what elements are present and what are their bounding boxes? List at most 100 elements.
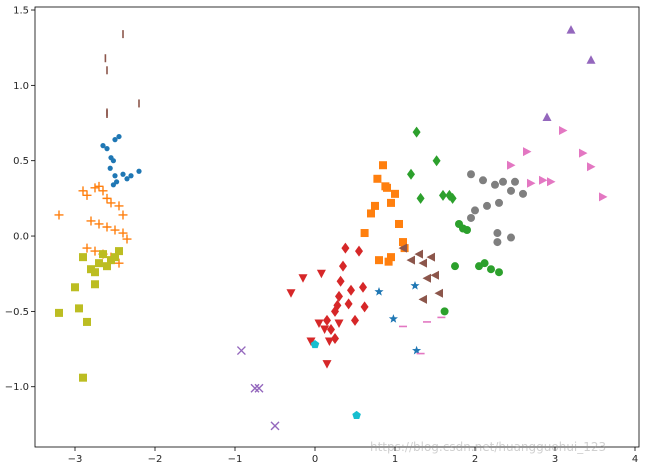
data-point: [384, 257, 393, 266]
data-point: [270, 421, 280, 431]
data-point: [527, 178, 536, 188]
data-point: [83, 317, 91, 326]
data-point: [379, 161, 387, 170]
data-point: [90, 246, 100, 256]
data-point: [388, 314, 398, 323]
data-point: [102, 222, 112, 232]
data-point: [95, 259, 103, 268]
data-point: [416, 192, 425, 204]
data-point: [298, 274, 308, 283]
data-point: [94, 219, 104, 229]
data-point: [387, 198, 395, 207]
data-point: [539, 175, 548, 185]
data-point: [91, 268, 99, 277]
data-point: [91, 280, 99, 289]
data-point: [55, 308, 63, 317]
data-point: [99, 250, 107, 259]
data-point: [327, 323, 335, 335]
x-tick-label: −2: [148, 454, 163, 465]
data-point: [331, 333, 339, 345]
data-point: [128, 173, 134, 179]
data-point: [479, 176, 487, 185]
data-point: [507, 160, 516, 170]
data-point: [495, 268, 503, 277]
data-point: [347, 284, 355, 296]
data-point: [432, 155, 441, 167]
data-point: [79, 253, 87, 262]
data-point: [493, 229, 502, 238]
data-point: [115, 247, 123, 256]
data-point: [236, 346, 246, 356]
y-tick-label: 1.0: [13, 81, 29, 92]
y-tick-label: −1.0: [5, 382, 29, 393]
data-point: [507, 233, 515, 242]
data-point: [78, 186, 88, 196]
data-point: [418, 294, 427, 304]
data-point: [352, 410, 361, 419]
data-point: [82, 243, 92, 253]
data-point: [398, 243, 407, 253]
data-point: [547, 177, 556, 187]
data-point: [98, 186, 108, 196]
data-point: [579, 148, 588, 158]
data-point: [495, 198, 503, 207]
data-point: [86, 216, 96, 226]
data-point: [471, 206, 479, 215]
data-point: [336, 275, 345, 287]
data-point: [519, 189, 527, 198]
data-point: [375, 256, 383, 265]
data-point: [334, 319, 344, 328]
data-point: [410, 280, 420, 290]
data-point: [483, 201, 491, 210]
data-point: [399, 238, 407, 247]
data-point: [106, 198, 116, 208]
data-point: [493, 238, 502, 247]
data-point: [467, 170, 475, 179]
data-point: [114, 201, 124, 211]
data-point: [333, 299, 342, 311]
data-point: [587, 162, 596, 172]
data-point: [79, 373, 87, 382]
data-point: [310, 340, 320, 349]
data-point: [467, 213, 475, 222]
plot-area: [35, 7, 639, 447]
data-point: [254, 383, 264, 393]
data-point: [118, 228, 128, 238]
y-tick-label: 1.5: [13, 6, 29, 17]
data-point: [316, 269, 326, 279]
data-point: [360, 229, 369, 238]
data-point: [314, 319, 324, 328]
data-points: [54, 25, 608, 431]
data-point: [90, 183, 100, 193]
data-point: [542, 112, 552, 121]
data-point: [136, 168, 142, 174]
data-point: [355, 245, 363, 257]
data-point: [374, 286, 384, 296]
data-point: [110, 158, 116, 164]
data-point: [116, 133, 122, 140]
data-point: [451, 262, 459, 271]
data-point: [367, 209, 375, 218]
data-point: [387, 253, 395, 262]
data-point: [71, 283, 79, 292]
data-point: [306, 337, 316, 347]
data-point: [118, 210, 128, 220]
data-point: [434, 288, 443, 298]
data-point: [351, 314, 359, 326]
x-tick-label: −1: [228, 454, 243, 465]
data-point: [335, 290, 343, 302]
data-point: [322, 360, 332, 369]
x-tick-label: 0: [312, 454, 318, 465]
data-point: [341, 242, 350, 254]
data-point: [395, 219, 403, 228]
data-point: [54, 210, 64, 220]
data-point: [491, 180, 499, 189]
data-point: [344, 298, 353, 310]
data-point: [373, 174, 382, 183]
data-point: [463, 226, 471, 235]
data-point: [122, 234, 132, 244]
y-tick-label: 0.0: [13, 232, 29, 243]
data-point: [250, 383, 260, 393]
data-point: [360, 301, 369, 313]
